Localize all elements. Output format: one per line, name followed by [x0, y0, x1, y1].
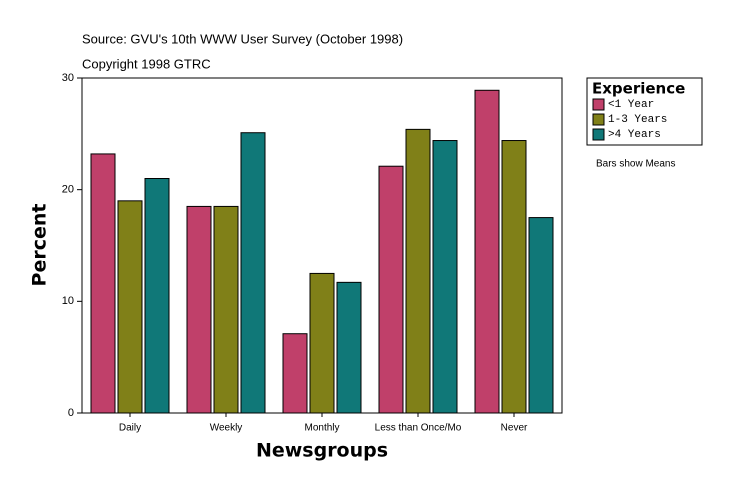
x-tick-label: Less than Once/Mo: [375, 423, 462, 434]
bar: [240, 132, 266, 414]
bar: [186, 205, 212, 414]
legend-label: >4 Years: [608, 129, 661, 141]
chart-subtitle: Copyright 1998 GTRC: [82, 56, 211, 71]
y-tick-label: 0: [68, 407, 74, 419]
x-tick-label: Daily: [119, 423, 141, 434]
y-tick-label: 30: [62, 72, 74, 84]
x-tick-label: Weekly: [210, 423, 243, 434]
bar: [501, 140, 527, 414]
bar: [405, 128, 431, 414]
y-tick-label: 20: [62, 184, 74, 196]
x-tick-label: Never: [501, 423, 528, 434]
bar: [90, 153, 116, 414]
note: Bars show Means: [596, 159, 675, 170]
bar: [213, 205, 239, 414]
bar: [282, 333, 308, 414]
legend-swatch: [592, 98, 605, 111]
legend-label: <1 Year: [608, 99, 654, 111]
bar: [474, 89, 500, 414]
y-tick-label: 10: [62, 295, 74, 307]
bar: [528, 217, 554, 414]
chart-title: Source: GVU's 10th WWW User Survey (Octo…: [82, 31, 403, 46]
x-axis-title: Newsgroups: [256, 440, 388, 462]
x-tick-label: Monthly: [304, 423, 339, 434]
legend-swatch: [592, 128, 605, 141]
bar: [378, 165, 404, 414]
y-axis-title: Percent: [29, 204, 51, 287]
bar: [336, 281, 362, 414]
legend-swatch: [592, 113, 605, 126]
legend-label: 1-3 Years: [608, 114, 667, 126]
bar: [432, 140, 458, 414]
legend-title: Experience: [592, 80, 685, 98]
bar: [144, 178, 170, 414]
bar: [309, 272, 335, 414]
bar: [117, 200, 143, 414]
legend-box: [586, 77, 703, 146]
